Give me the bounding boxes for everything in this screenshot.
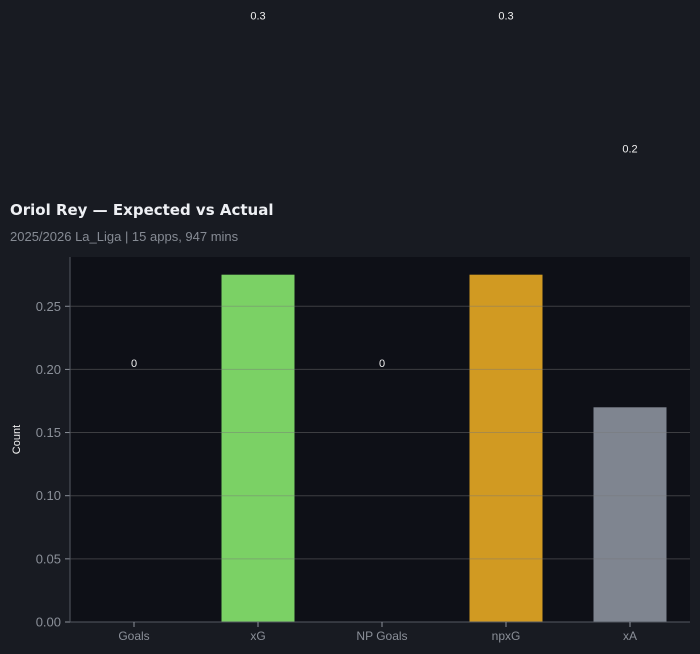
y-tick-label: 0.20 [36,362,61,377]
y-tick-label: 0.25 [36,299,61,314]
y-tick-label: 0.00 [36,615,61,630]
x-tick-label: NP Goals [356,629,407,643]
x-tick-label: npxG [492,629,521,643]
y-tick-label: 0.10 [36,488,61,503]
bar-xa [593,407,667,622]
chart-title: Oriol Rey — Expected vs Actual [10,201,274,219]
data-label: 0 [379,358,385,370]
y-axis-label: Count [11,425,23,454]
bar-npxg [469,274,543,622]
y-tick-label: 0.05 [36,551,61,566]
data-label: 0.3 [250,11,265,23]
bar-xg [221,274,295,622]
x-tick-label: xG [250,629,265,643]
x-tick-label: Goals [118,629,149,643]
chart-subtitle: 2025/2026 La_Liga | 15 apps, 947 mins [10,229,239,244]
data-label: 0.2 [622,143,637,155]
data-label: 0.3 [498,11,513,23]
y-tick-label: 0.15 [36,425,61,440]
x-tick-label: xA [623,629,637,643]
plot-area [70,257,690,622]
data-label: 0 [131,358,137,370]
